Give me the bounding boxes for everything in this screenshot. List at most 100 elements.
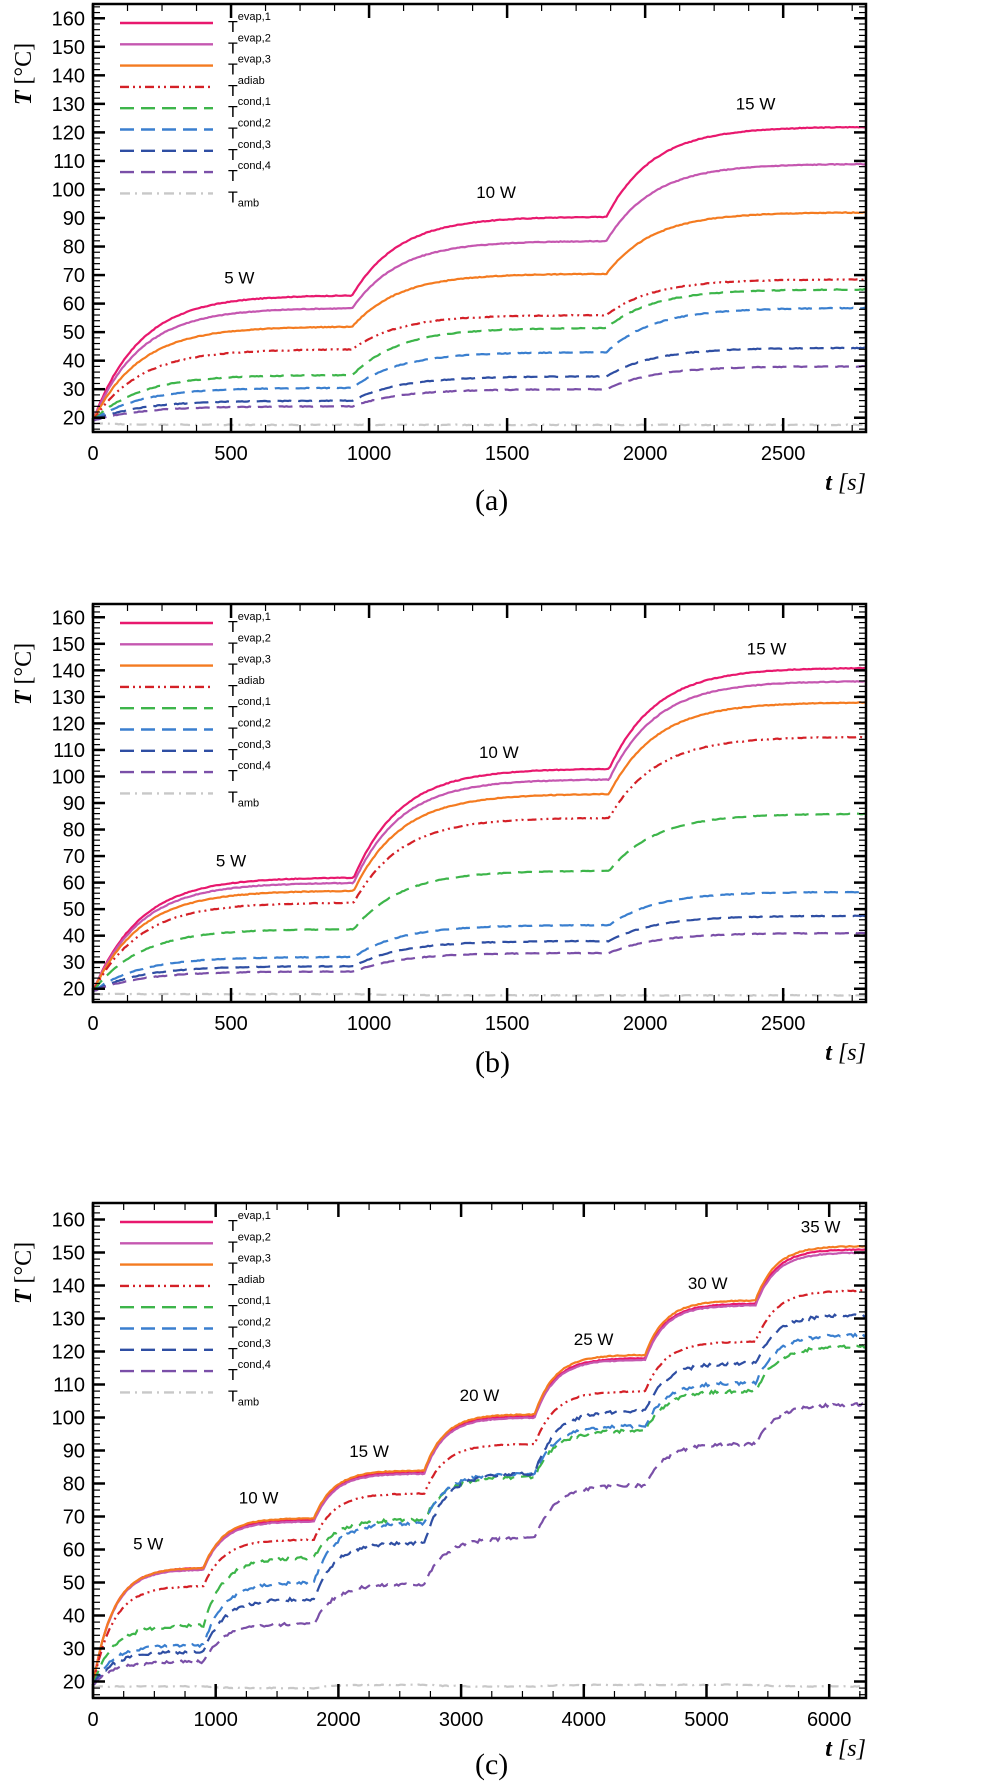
y-axis-unit: [°C] — [11, 1242, 37, 1284]
x-tick-label: 4000 — [562, 1709, 607, 1731]
y-tick-label: 60 — [63, 873, 85, 895]
y-axis-symbol: T — [11, 684, 37, 705]
legend-label-main: T — [228, 683, 238, 700]
power-annotation: 10 W — [239, 1488, 279, 1507]
series-line-adiab — [92, 278, 866, 422]
y-tick-label: 70 — [63, 846, 85, 868]
x-tick-label: 3000 — [439, 1709, 484, 1731]
y-tick-label: 50 — [63, 899, 85, 921]
legend-label-sub: evap,3 — [238, 54, 271, 66]
y-tick-label: 90 — [63, 1441, 85, 1463]
series-line-evap-1 — [91, 1248, 867, 1685]
series-line-amb — [92, 1683, 867, 1690]
x-tick-label: 2500 — [761, 443, 806, 465]
y-tick-label: 100 — [52, 179, 85, 201]
legend-label-main: T — [228, 19, 238, 36]
legend-label: Tcond,4 — [228, 760, 271, 785]
legend-label: Tadiab — [228, 1274, 265, 1299]
y-tick-label: 20 — [63, 408, 85, 430]
y-tick-label: 80 — [63, 1474, 85, 1496]
y-tick-label: 30 — [63, 952, 85, 974]
legend-label-sub: adiab — [238, 75, 265, 87]
power-annotation: 5 W — [133, 1535, 163, 1554]
x-axis-symbol: t — [825, 1040, 838, 1066]
series-line-evap-3 — [91, 1244, 867, 1686]
legend-label-sub: evap,1 — [238, 1210, 271, 1222]
legend-label-main: T — [228, 83, 238, 100]
x-axis-unit: [s] — [838, 1040, 866, 1066]
legend-label-main: T — [228, 640, 238, 657]
legend-label-sub: evap,1 — [238, 611, 271, 623]
series-line-cond-1 — [92, 812, 867, 992]
series-line-cond-2 — [92, 890, 867, 993]
y-axis-unit: [°C] — [11, 643, 37, 685]
y-tick-label: 130 — [52, 1309, 85, 1331]
y-tick-label: 120 — [52, 713, 85, 735]
legend-label: Tcond,1 — [228, 696, 271, 721]
power-annotation: 25 W — [574, 1330, 614, 1349]
chart-panel-a: 20 30 40 50 60 70 80 90 100 110 120 130 140 150 160 0 50… — [0, 0, 991, 555]
x-tick-label: 1000 — [193, 1709, 238, 1731]
series-line-cond-2 — [92, 306, 867, 422]
y-tick-label: 110 — [53, 1375, 85, 1397]
x-tick-label: 1500 — [485, 1013, 530, 1035]
chart-c-svg: 20 30 40 50 60 70 80 90 100 110 120 130 140 150 160 0 10… — [11, 1201, 868, 1762]
legend-label: Tcond,3 — [228, 739, 271, 764]
legend-label: Tcond,2 — [228, 718, 271, 743]
y-tick-label: 50 — [63, 322, 85, 344]
y-tick-label: 150 — [52, 37, 85, 59]
y-tick-label: 70 — [63, 265, 85, 287]
series-line-evap-2 — [91, 1251, 867, 1686]
legend-label-main: T — [228, 1282, 238, 1299]
series-line-amb — [92, 992, 867, 997]
series-line-cond-4 — [92, 364, 867, 422]
y-tick-label: 90 — [63, 208, 85, 230]
y-tick-label: 130 — [52, 94, 85, 116]
legend-label-sub: evap,3 — [238, 654, 271, 666]
y-axis-title: T [°C] — [11, 1242, 37, 1304]
series-group — [91, 125, 867, 427]
legend-label-sub: evap,1 — [238, 11, 271, 23]
legend-label-sub: cond,4 — [238, 160, 271, 172]
series-line-cond-1 — [92, 1344, 867, 1685]
legend-label-sub: evap,2 — [238, 632, 271, 644]
series-line-cond-2 — [91, 1332, 867, 1687]
legend-label-main: T — [228, 747, 238, 764]
y-tick-label: 90 — [63, 793, 85, 815]
legend-label-main: T — [228, 704, 238, 721]
legend-label-main: T — [228, 789, 238, 806]
x-tick-label: 6000 — [807, 1709, 852, 1731]
legend-label-sub: cond,1 — [238, 1295, 271, 1307]
series-group — [91, 666, 867, 997]
legend: Tevap,1Tevap,2Tevap,3TadiabTcond,1Tcond,… — [120, 1210, 271, 1408]
plot-frame — [91, 602, 868, 1004]
x-tick-label: 2000 — [316, 1709, 361, 1731]
y-tick-label: 80 — [63, 820, 85, 842]
legend-label-sub: evap,2 — [238, 1231, 271, 1243]
legend-label-sub: cond,3 — [238, 739, 271, 751]
x-tick-label: 0 — [87, 443, 98, 465]
y-tick-label: 80 — [63, 237, 85, 259]
y-tick-label: 60 — [63, 1540, 85, 1562]
x-axis-title: t [s] — [825, 1040, 866, 1066]
legend-label: Tcond,4 — [228, 1359, 271, 1384]
power-annotation: 15 W — [747, 639, 787, 658]
y-tick-label: 160 — [52, 8, 85, 30]
legend-label: Tcond,4 — [228, 160, 271, 185]
legend-label: Tadiab — [228, 75, 265, 100]
legend-label: Tevap,1 — [228, 11, 271, 36]
chart-b-svg: 20 30 40 50 60 70 80 90 100 110 120 130 140 150 160 0 50… — [11, 602, 868, 1066]
legend-label-main: T — [228, 726, 238, 743]
plot-frame — [91, 2, 868, 434]
y-tick-label: 140 — [52, 65, 85, 87]
legend-label-main: T — [228, 619, 238, 636]
y-axis-symbol: T — [11, 1283, 37, 1304]
x-tick-label: 2000 — [623, 443, 668, 465]
power-annotation: 20 W — [460, 1386, 500, 1405]
legend-label: Tadiab — [228, 675, 265, 700]
legend-label-sub: cond,3 — [238, 1338, 271, 1350]
legend-label-main: T — [228, 104, 238, 121]
x-tick-label: 0 — [87, 1709, 98, 1731]
legend-label-main: T — [228, 768, 238, 785]
legend-label-main: T — [228, 62, 238, 79]
